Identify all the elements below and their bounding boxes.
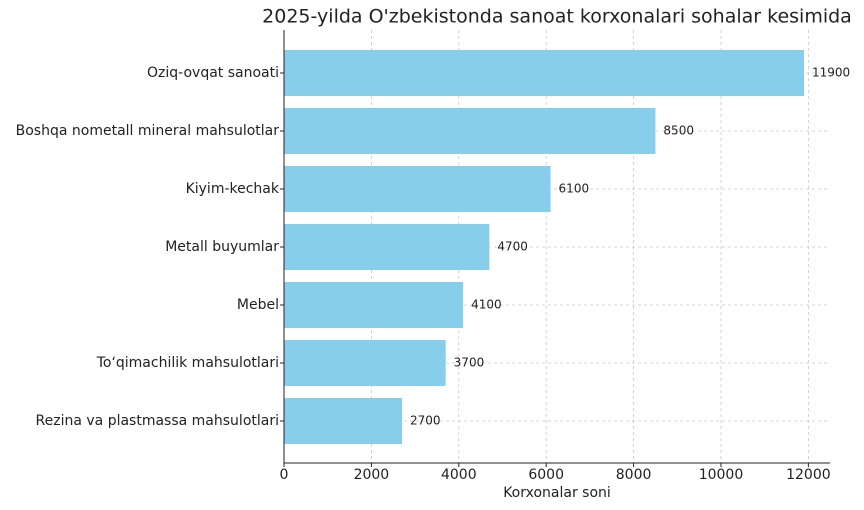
y-tick-label: Kiyim-kechak [186, 181, 280, 197]
data-label: 2700 [410, 414, 441, 428]
data-label: 11900 [812, 66, 850, 80]
bar [284, 50, 804, 96]
chart-title: 2025-yilda O'zbekistonda sanoat korxonal… [262, 6, 852, 28]
bar [284, 398, 402, 444]
y-tick-label: Mebel [237, 297, 279, 313]
x-axis-label: Korxonalar soni [503, 485, 611, 501]
bar [284, 340, 446, 386]
y-tick-label: Rezina va plastmassa mahsulotlari [36, 413, 279, 429]
x-tick-label: 0 [280, 467, 289, 483]
x-tick-label: 10000 [699, 467, 744, 483]
data-label: 8500 [663, 124, 694, 138]
y-tick-label: Oziq-ovqat sanoati [147, 65, 279, 81]
bar [284, 282, 464, 328]
bar [284, 224, 490, 270]
x-tick-label: 8000 [616, 467, 652, 483]
x-tick-label: 12000 [786, 467, 831, 483]
data-label: 3700 [454, 356, 485, 370]
x-tick-label: 4000 [441, 467, 477, 483]
y-tick-label: Metall buyumlar [165, 239, 279, 255]
x-tick-label: 2000 [354, 467, 390, 483]
y-tick-label: Boshqa nometall mineral mahsulotlar [16, 123, 280, 139]
bar [284, 166, 551, 212]
data-label: 4700 [497, 240, 528, 254]
bar [284, 108, 656, 154]
data-label: 6100 [559, 182, 590, 196]
y-tick-label: To‘qimachilik mahsulotlari [96, 355, 279, 371]
x-tick-label: 6000 [528, 467, 564, 483]
data-label: 4100 [471, 298, 502, 312]
